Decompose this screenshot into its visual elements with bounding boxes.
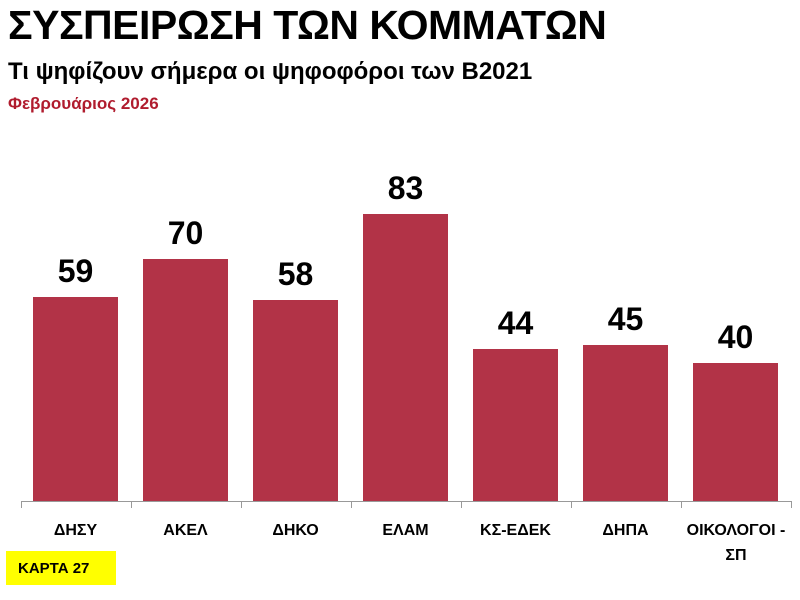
- bar: [253, 300, 338, 501]
- category-label: ΟΙΚΟΛΟΓΟΙ - ΣΠ: [686, 522, 786, 564]
- bar: [583, 345, 668, 501]
- data-label: 40: [717, 318, 754, 355]
- bar: [33, 296, 118, 501]
- data-label: 59: [57, 252, 94, 289]
- chart-subtitle: Τι ψηφίζουν σήμερα οι ψηφοφόροι των Β202…: [8, 58, 533, 85]
- x-axis: [21, 501, 791, 502]
- x-axis-tick: [351, 501, 352, 508]
- category-label: ΑΚΕΛ: [163, 522, 208, 539]
- chart-title: ΣΥΣΠΕΙΡΩΣΗ ΤΩΝ ΚΟΜΜΑΤΩΝ: [8, 2, 607, 48]
- category-label: ΚΣ-ΕΔΕΚ: [480, 522, 551, 539]
- data-label: 58: [277, 256, 314, 293]
- bar: [143, 258, 228, 501]
- data-label: 70: [167, 214, 204, 251]
- chart-date: Φεβρουάριος 2026: [8, 94, 159, 113]
- bar: [693, 362, 778, 501]
- x-axis-tick: [461, 501, 462, 508]
- data-label: 44: [497, 304, 534, 341]
- bar: [363, 213, 448, 501]
- x-axis-tick: [21, 501, 22, 508]
- category-label: ΕΛΑΜ: [382, 522, 429, 539]
- category-label: ΔΗΚΟ: [272, 522, 319, 539]
- x-axis-tick: [791, 501, 792, 508]
- data-label: 45: [607, 301, 644, 338]
- category-label: ΔΗΣΥ: [53, 522, 98, 539]
- bar: [473, 348, 558, 501]
- category-label: ΔΗΠΑ: [602, 522, 649, 539]
- x-axis-tick: [131, 501, 132, 508]
- x-axis-tick: [241, 501, 242, 508]
- x-axis-tick: [571, 501, 572, 508]
- data-label: 83: [387, 169, 424, 206]
- card-badge-label: ΚΑΡΤΑ 27: [18, 559, 90, 577]
- x-axis-tick: [681, 501, 682, 508]
- card-badge: ΚΑΡΤΑ 27: [6, 551, 116, 585]
